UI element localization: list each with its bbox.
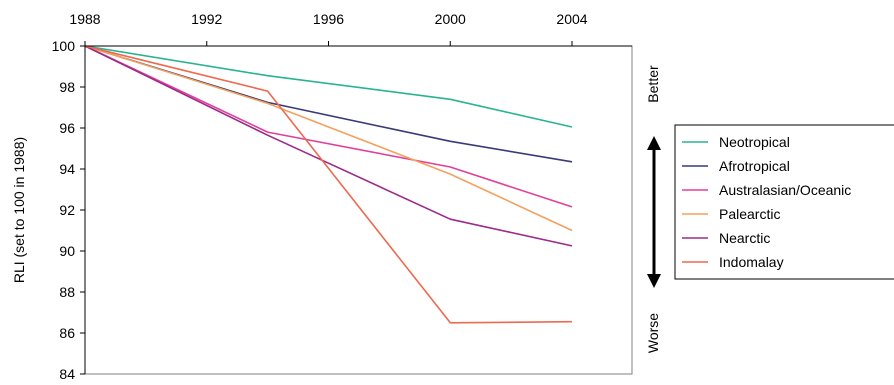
series-line-australasian-oceanic bbox=[84, 45, 573, 208]
plot-area bbox=[84, 45, 633, 375]
worse-label: Worse bbox=[645, 313, 661, 353]
better-worse-indicator: Better Worse bbox=[645, 65, 661, 353]
arrow-up-icon bbox=[647, 136, 661, 150]
x-tick-label: 1988 bbox=[69, 11, 100, 27]
x-tick-label: 1996 bbox=[313, 11, 344, 27]
series-line-neotropical bbox=[84, 45, 573, 128]
y-axis: 100 98 96 94 92 90 88 86 84 bbox=[52, 38, 86, 382]
x-tick-label: 2004 bbox=[556, 11, 587, 27]
y-tick-label: 92 bbox=[59, 202, 75, 218]
legend-label: Palearctic bbox=[719, 206, 780, 222]
y-tick-label: 96 bbox=[59, 120, 75, 136]
series-line-palearctic bbox=[84, 45, 573, 232]
plot-frame bbox=[84, 45, 633, 375]
arrow-down-icon bbox=[647, 274, 661, 288]
better-label: Better bbox=[645, 65, 661, 103]
y-tick-label: 90 bbox=[59, 243, 75, 259]
x-axis: 1988 1992 1996 2000 2004 bbox=[69, 11, 632, 47]
x-tick-label: 1992 bbox=[191, 11, 222, 27]
legend-label: Afrotropical bbox=[719, 158, 790, 174]
legend-label: Neotropical bbox=[719, 134, 790, 150]
y-tick-label: 84 bbox=[59, 366, 75, 382]
y-tick-label: 88 bbox=[59, 284, 75, 300]
legend-label: Australasian/Oceanic bbox=[719, 182, 851, 198]
y-axis-label: RLI (set to 100 in 1988) bbox=[11, 137, 27, 283]
y-tick-label: 86 bbox=[59, 325, 75, 341]
y-tick-label: 100 bbox=[52, 38, 76, 54]
legend-label: Indomalay bbox=[719, 254, 784, 270]
y-tick-label: 94 bbox=[59, 161, 75, 177]
legend: Neotropical Afrotropical Australasian/Ocea… bbox=[674, 124, 894, 280]
series-lines bbox=[84, 45, 573, 324]
series-line-indomalay bbox=[84, 45, 573, 324]
legend-box bbox=[674, 124, 894, 280]
series-line-nearctic bbox=[84, 45, 573, 247]
legend-label: Nearctic bbox=[719, 230, 770, 246]
x-tick-label: 2000 bbox=[435, 11, 466, 27]
y-tick-label: 98 bbox=[59, 79, 75, 95]
